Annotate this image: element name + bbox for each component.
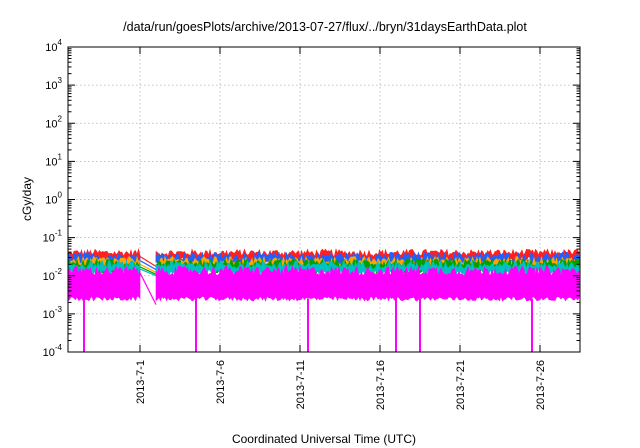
chart-title: /data/run/goesPlots/archive/2013-07-27/f…: [123, 20, 527, 34]
x-tick-label: 2013-7-6: [215, 360, 227, 404]
series-gap-line: [139, 263, 157, 273]
y-tick-label: 103: [45, 76, 62, 92]
series-gap-line: [139, 268, 157, 277]
series-gap-line: [139, 272, 157, 305]
y-tick-label: 102: [45, 114, 62, 130]
series-gap-line: [139, 260, 157, 271]
y-tick-label: 10-4: [43, 343, 63, 359]
x-tick-label: 2013-7-26: [535, 360, 547, 410]
series-band: [67, 265, 580, 302]
series-gap-line: [139, 255, 157, 267]
y-axis: 10-4 10-3 10-2 10-1 100 101 102 103 104: [43, 38, 580, 359]
y-tick-label: 100: [45, 191, 62, 207]
x-axis: 2013-7-1 2013-7-6 2013-7-11 2013-7-16 2013-7…: [135, 47, 547, 410]
y-tick-label: 10-2: [43, 267, 63, 283]
grid: [68, 47, 580, 352]
x-axis-label: Coordinated Universal Time (UTC): [232, 432, 416, 446]
x-tick-label: 2013-7-16: [375, 360, 387, 410]
y-tick-label: 10-3: [43, 305, 63, 321]
y-tick-label: 104: [45, 38, 62, 54]
x-tick-label: 2013-7-11: [295, 360, 307, 409]
y-axis-label: cGy/day: [20, 177, 34, 221]
plot-area: [67, 247, 580, 352]
series-gap-line: [139, 266, 157, 275]
x-tick-label: 2013-7-1: [135, 360, 147, 404]
x-tick-label: 2013-7-21: [455, 360, 467, 410]
y-tick-label: 10-1: [43, 229, 63, 245]
y-tick-label: 101: [45, 152, 62, 168]
